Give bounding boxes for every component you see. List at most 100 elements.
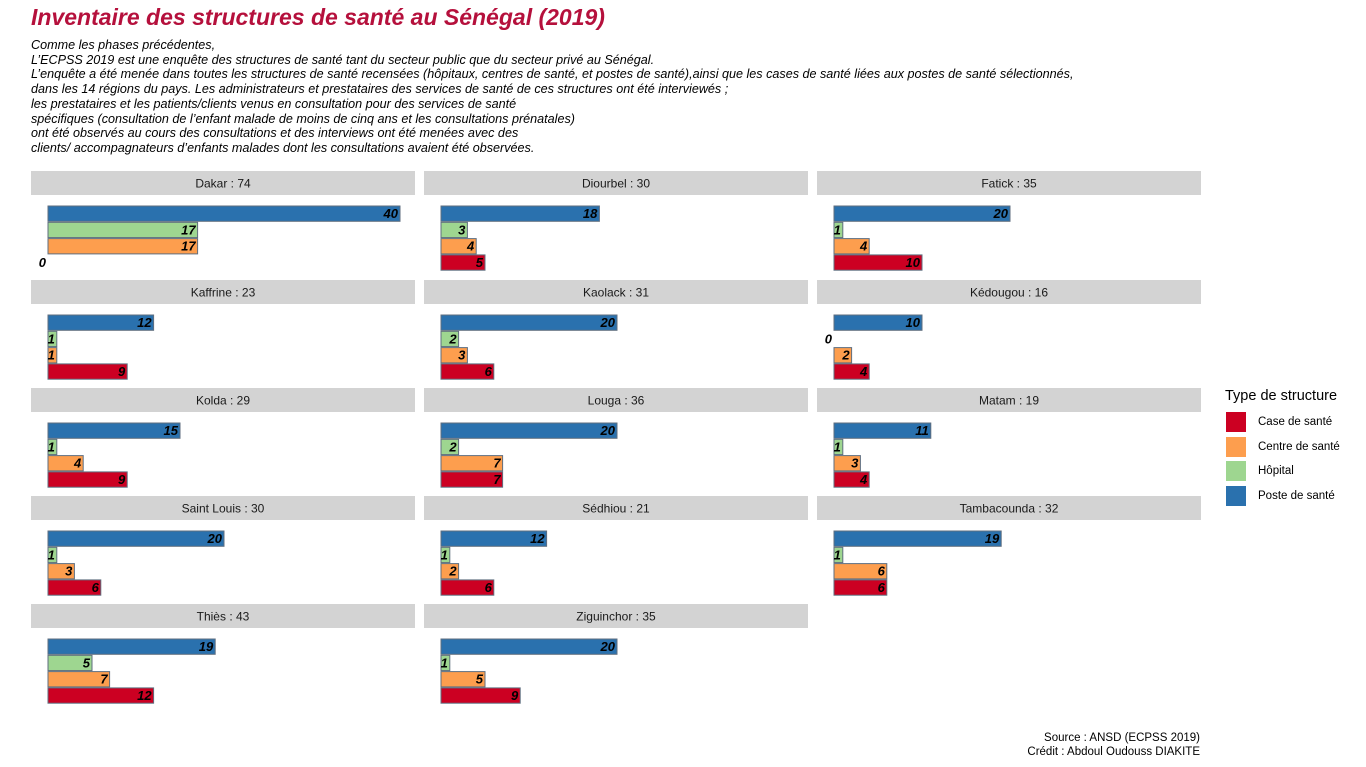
strip-label-kedougou: Kédougou : 16: [970, 286, 1048, 300]
bar-kaolack-case-de-sante: [440, 363, 495, 380]
panel-kolda: Kolda : 29 15 1 4 9: [31, 388, 415, 488]
bar-fatick-poste-de-sante: [833, 205, 1011, 222]
legend-item-centre-de-sante: Centre de santé: [1225, 435, 1340, 460]
strip-label-ziguinchor: Ziguinchor : 35: [576, 610, 656, 624]
subtitle-line-7: ont été observés au cours des consultati…: [31, 126, 519, 141]
bar-thies-centre-de-sante: [47, 671, 111, 688]
panel-sedhiou: Sédhiou : 21 12 12 6: [424, 496, 808, 596]
bar-label-ziguinchor-hopital: 1: [441, 655, 448, 670]
bar-fatick-case-de-sante: [833, 254, 923, 271]
bar-kolda-centre-de-sante: [47, 455, 84, 472]
bar-ziguinchor-centre-de-sante: [440, 671, 486, 688]
bar-label-matam-hopital: 1: [834, 439, 841, 454]
bar-label-kedougou-case-de-sante: 4: [859, 364, 868, 379]
bar-label-kaolack-hopital: 2: [448, 331, 457, 346]
bar-saint-louis-hopital: [47, 546, 58, 564]
subtitle-line-6: spécifiques (consultation de l’enfant ma…: [31, 111, 575, 126]
bar-thies-hopital: [47, 654, 93, 672]
bar-label-kaffrine-centre-de-sante: 1: [48, 348, 55, 363]
strip-background: [817, 388, 1201, 412]
bar-thies-case-de-sante: [47, 687, 155, 704]
strip-label-saint-louis: Saint Louis : 30: [182, 502, 265, 516]
strip-background: [424, 388, 808, 412]
bar-label-fatick-centre-de-sante: 4: [859, 239, 868, 254]
strip-background: [31, 280, 415, 304]
bar-label-thies-centre-de-sante: 7: [100, 672, 108, 687]
subtitle-line-5: les prestataires et les patients/clients…: [31, 96, 517, 111]
legend-item-case-de-sante: Case de santé: [1225, 410, 1340, 435]
bar-label-kaffrine-hopital: 1: [48, 331, 55, 346]
bar-label-fatick-hopital: 1: [834, 222, 841, 237]
bar-label-kaolack-centre-de-sante: 3: [458, 348, 466, 363]
bar-label-ziguinchor-case-de-sante: 9: [511, 688, 519, 703]
strip-label-kaolack: Kaolack : 31: [583, 286, 649, 300]
bar-matam-case-de-sante: [833, 471, 870, 488]
panel-kedougou: Kédougou : 16 10 024: [817, 280, 1201, 380]
bar-label-tambacounda-hopital: 1: [834, 547, 841, 562]
legend-key-poste-de-sante: [1225, 485, 1247, 508]
bar-label-sedhiou-centre-de-sante: 2: [448, 564, 457, 579]
subtitle-line-2: L’ECPSS 2019 est une enquête des structu…: [31, 52, 655, 67]
bar-dakar-hopital: [47, 221, 199, 239]
bar-label-diourbel-poste-de-sante: 18: [583, 206, 598, 221]
bar-tambacounda-poste-de-sante: [833, 530, 1002, 547]
bar-tambacounda-case-de-sante: [833, 579, 888, 596]
legend-label: Poste de santé: [1258, 490, 1335, 503]
bar-diourbel-hopital: [440, 221, 468, 239]
bar-kedougou-centre-de-sante: [833, 347, 853, 364]
bar-kedougou-case-de-sante: [833, 363, 870, 380]
panel-thies: Thiès : 43 19 57 12: [31, 604, 415, 704]
strip-background: [31, 171, 415, 195]
bar-diourbel-case-de-sante: [440, 254, 486, 271]
subtitle-line-3: L’enquête a été menée dans toutes les st…: [31, 67, 1074, 82]
strip-label-diourbel: Diourbel : 30: [582, 177, 650, 191]
bar-thies-poste-de-sante: [47, 638, 216, 655]
bar-diourbel-poste-de-sante: [440, 205, 600, 222]
bar-sedhiou-hopital: [440, 546, 451, 564]
bar-diourbel-centre-de-sante: [440, 238, 477, 255]
bar-label-louga-case-de-sante: 7: [493, 472, 501, 487]
bar-label-louga-hopital: 2: [448, 439, 457, 454]
panel-ziguinchor: Ziguinchor : 35 20 1 5 9: [424, 604, 808, 704]
strip-background: [817, 496, 1201, 520]
bar-matam-hopital: [833, 438, 844, 456]
bar-saint-louis-centre-de-sante: [47, 563, 75, 580]
strip-background: [817, 280, 1201, 304]
strip-background: [817, 171, 1201, 195]
legend-key-hopital: [1225, 460, 1247, 483]
source-text: Source : ANSD (ECPSS 2019): [1044, 732, 1200, 744]
bar-label-sedhiou-case-de-sante: 6: [485, 580, 493, 595]
strip-label-sedhiou: Sédhiou : 21: [582, 502, 650, 516]
chart-subtitle: Comme les phases précédentes, L’ECPSS 201…: [31, 38, 1271, 156]
subtitle-line-8: clients/ accompagnateurs d’enfants malad…: [31, 140, 535, 155]
bar-ziguinchor-hopital: [440, 654, 451, 672]
bar-sedhiou-case-de-sante: [440, 579, 495, 596]
strip-label-thies: Thiès : 43: [197, 610, 250, 624]
bar-dakar-poste-de-sante: [47, 205, 401, 222]
strip-label-matam: Matam : 19: [979, 394, 1039, 408]
bar-label-kolda-case-de-sante: 9: [118, 472, 126, 487]
bar-label-louga-centre-de-sante: 7: [493, 456, 501, 471]
bar-label-fatick-poste-de-sante: 20: [993, 206, 1009, 221]
bar-label-dakar-centre-de-sante: 17: [181, 239, 196, 254]
bar-ziguinchor-poste-de-sante: [440, 638, 618, 655]
bar-saint-louis-case-de-sante: [47, 579, 102, 596]
bar-label-kedougou-hopital: 0: [825, 331, 833, 346]
bar-label-saint-louis-poste-de-sante: 20: [207, 531, 223, 546]
legend-title: Type de structure: [1225, 388, 1338, 404]
credit-text: Crédit : Abdoul Oudouss DIAKITE: [1027, 745, 1200, 758]
bar-label-matam-case-de-sante: 4: [859, 472, 868, 487]
bar-fatick-centre-de-sante: [833, 238, 870, 255]
legend-label: Case de santé: [1258, 416, 1333, 429]
strip-background: [31, 496, 415, 520]
bar-kolda-case-de-sante: [47, 471, 128, 488]
legend-key-case-de-sante: [1225, 411, 1247, 434]
strip-label-louga: Louga : 36: [588, 394, 645, 408]
bar-tambacounda-centre-de-sante: [833, 563, 888, 580]
bar-label-kaolack-poste-de-sante: 20: [600, 315, 616, 330]
chart-title: Inventaire des structures de santé au Sé…: [31, 4, 605, 30]
legend-label: Hôpital: [1258, 465, 1294, 478]
bar-fatick-hopital: [833, 221, 844, 239]
